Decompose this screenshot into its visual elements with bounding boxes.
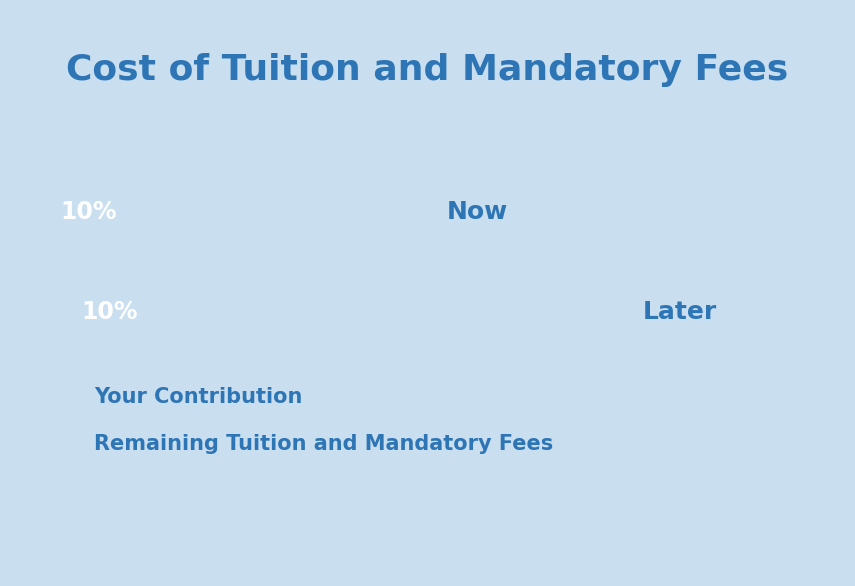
Text: Your Contribution: Your Contribution xyxy=(94,387,303,407)
Text: Later: Later xyxy=(643,300,717,324)
Text: Cost of Tuition and Mandatory Fees: Cost of Tuition and Mandatory Fees xyxy=(67,53,788,87)
Text: Now: Now xyxy=(446,200,508,224)
Text: Remaining Tuition and Mandatory Fees: Remaining Tuition and Mandatory Fees xyxy=(94,434,553,454)
Text: 10%: 10% xyxy=(81,300,138,324)
Text: 10%: 10% xyxy=(61,200,117,224)
